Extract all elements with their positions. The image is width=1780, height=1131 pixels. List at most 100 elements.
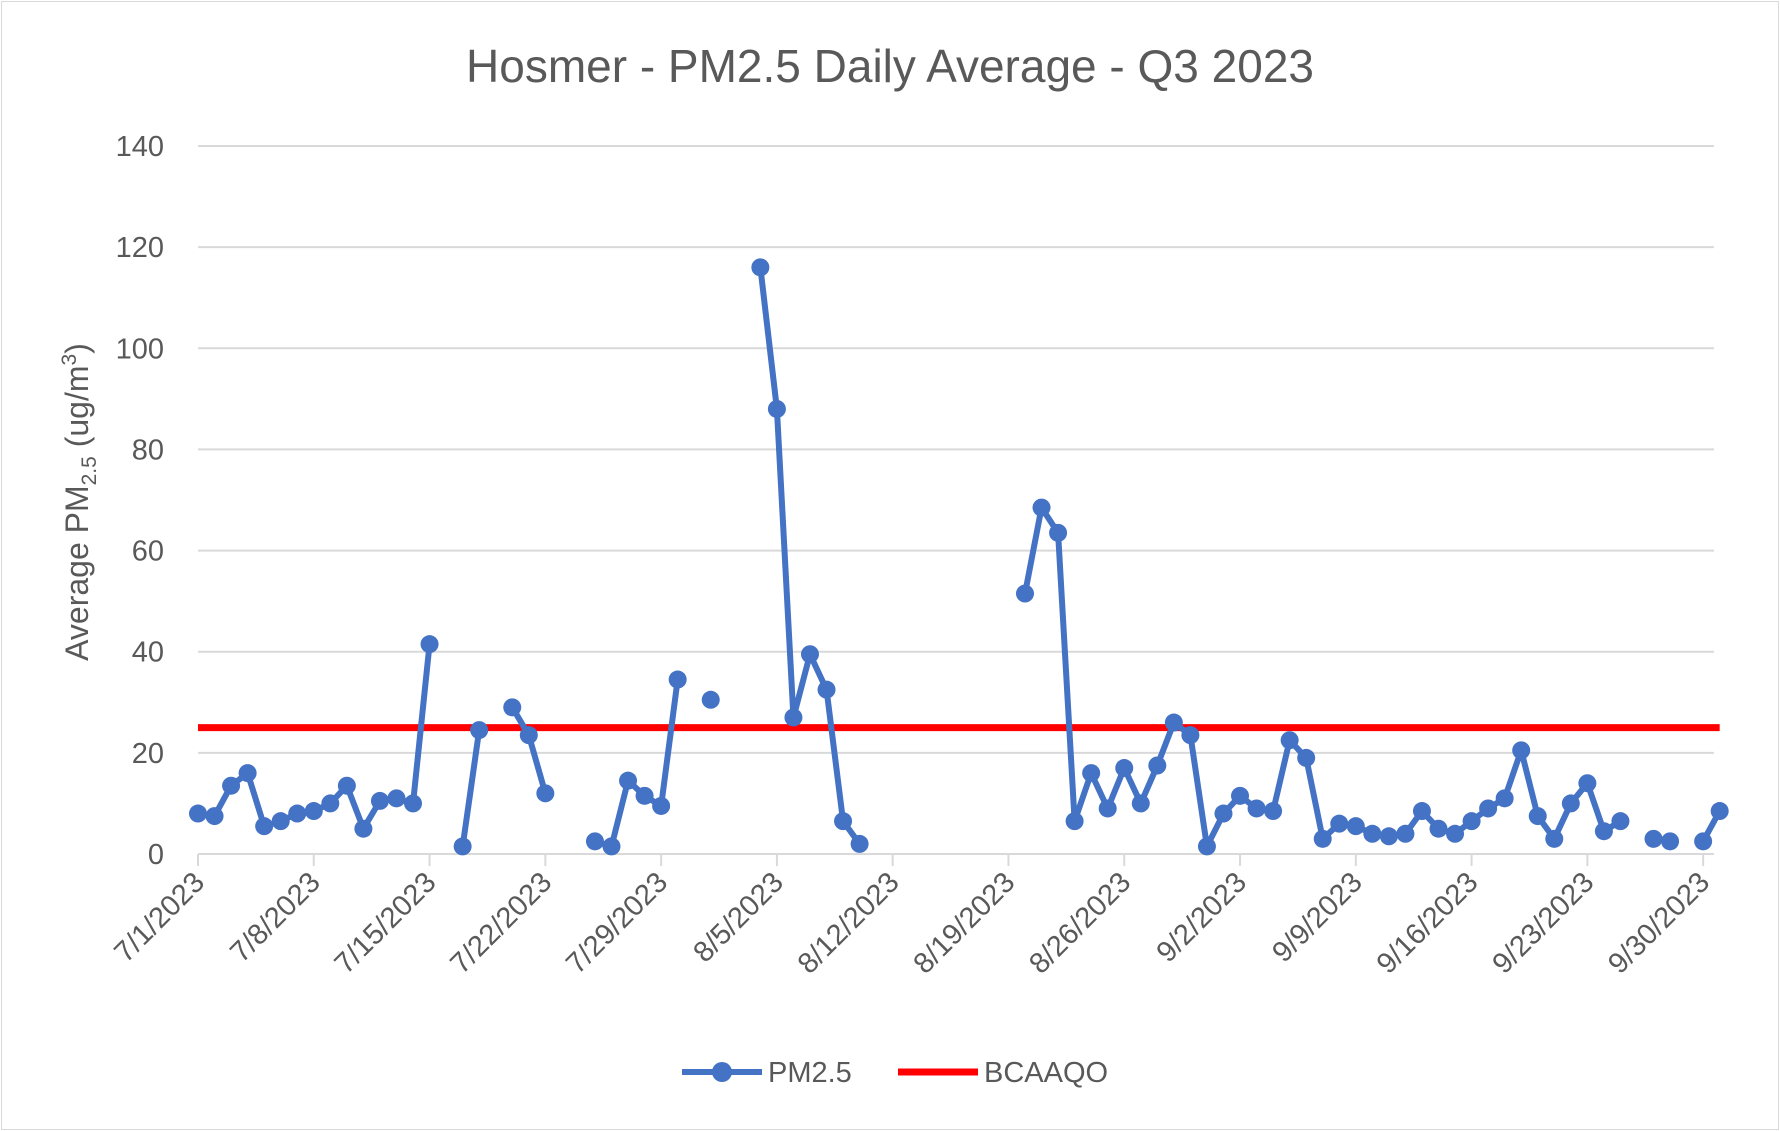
pm25-point <box>1264 802 1283 821</box>
pm25-point <box>602 837 621 856</box>
pm25-point <box>1412 802 1431 821</box>
x-tick-label: 8/26/2023 <box>1023 866 1137 980</box>
pm25-point <box>1016 584 1034 603</box>
x-axis: 7/1/2023 7/8/2023 7/15/2023 7/22/2023 7/29/2… <box>108 853 1716 980</box>
legend-pm25-marker <box>712 1062 732 1082</box>
pm25-point <box>519 726 538 745</box>
pm25-point <box>1065 812 1084 831</box>
pm25-point <box>1661 832 1680 851</box>
pm25-point <box>1379 827 1398 846</box>
y-axis-title: Average PM2.5 (ug/m3) <box>58 343 101 661</box>
series-layer <box>189 258 1729 856</box>
pm25-point <box>1197 837 1216 856</box>
pm25-point <box>304 802 323 821</box>
x-tick-label: 8/19/2023 <box>908 866 1022 980</box>
legend-bcaaqo-label: BCAAQO <box>984 1057 1108 1089</box>
pm25-point <box>238 764 257 783</box>
x-tick-label: 9/30/2023 <box>1602 866 1716 980</box>
pm25-point <box>1594 822 1613 841</box>
pm25-point <box>337 776 356 795</box>
pm25-point <box>189 804 207 823</box>
pm25-point <box>585 832 604 851</box>
pm25-point <box>1710 802 1729 821</box>
y-tick-label: 60 <box>132 536 164 568</box>
x-tick-label: 9/16/2023 <box>1371 866 1485 980</box>
pm25-point <box>1049 523 1068 542</box>
pm25-point <box>1611 812 1630 831</box>
y-axis-title-unit-open: (ug/m <box>59 365 95 456</box>
pm25-point <box>1346 817 1365 836</box>
y-axis-ticks: 0 20 40 60 80 100 120 140 <box>116 131 164 871</box>
x-tick-label: 9/2/2023 <box>1151 866 1253 968</box>
pm25-point <box>453 837 472 856</box>
pm25-point <box>1528 807 1547 826</box>
pm25-point <box>652 796 671 815</box>
pm25-point <box>321 794 340 813</box>
x-tick-label: 7/15/2023 <box>329 866 443 980</box>
pm25-point <box>1082 764 1101 783</box>
pm25-line-segment <box>594 679 681 850</box>
pm25-point <box>1098 799 1117 818</box>
pm25-point <box>1545 829 1564 848</box>
pm25-point <box>668 670 687 689</box>
legend-pm25-label: PM2.5 <box>768 1057 852 1089</box>
pm25-point <box>536 784 555 803</box>
pm25-point <box>354 819 373 838</box>
pm25-point <box>850 834 869 853</box>
pm25-point <box>1231 786 1250 805</box>
y-tick-label: 0 <box>148 839 164 871</box>
pm25-point <box>1396 824 1415 843</box>
pm25-point <box>800 645 819 664</box>
y-tick-label: 80 <box>132 434 164 466</box>
legend: PM2.5 BCAAQO <box>682 1057 1108 1089</box>
pm25-point <box>767 399 786 418</box>
y-axis-title-unit-close: ) <box>59 343 95 354</box>
gridlines <box>198 145 1714 754</box>
y-axis-title-prefix: Average PM <box>59 485 95 661</box>
pm25-line-segment <box>757 267 863 846</box>
pm25-point <box>1429 819 1448 838</box>
pm25-point <box>1446 824 1465 843</box>
pm25-point <box>503 698 522 717</box>
pm25-point <box>834 812 853 831</box>
pm25-point <box>271 812 290 831</box>
pm25-point <box>1462 812 1481 831</box>
pm25-point <box>1694 832 1713 851</box>
pm25-point <box>205 807 224 826</box>
y-tick-label: 140 <box>116 131 164 163</box>
pm25-point <box>404 794 423 813</box>
pm25-point <box>1512 741 1531 760</box>
pm25-point <box>1164 713 1183 732</box>
pm25-point <box>1214 804 1233 823</box>
pm25-point <box>1148 756 1167 775</box>
pm25-point <box>255 817 274 836</box>
pm25-point <box>1032 498 1051 517</box>
pm25-point <box>1330 814 1349 833</box>
x-tick-label: 7/29/2023 <box>560 866 674 980</box>
pm25-point <box>1297 748 1316 767</box>
y-axis-title-subscript: 2.5 <box>78 456 101 485</box>
x-tick-label: 8/12/2023 <box>792 866 906 980</box>
pm25-point <box>751 258 770 277</box>
pm25-point <box>222 776 241 795</box>
pm25-point <box>1479 799 1498 818</box>
x-tick-label: 8/5/2023 <box>687 866 789 968</box>
pm25-point <box>1495 789 1514 808</box>
x-tick-label: 7/8/2023 <box>224 866 326 968</box>
legend-item-pm25: PM2.5 <box>682 1057 852 1089</box>
y-tick-label: 120 <box>116 232 164 264</box>
pm25-point <box>1181 726 1200 745</box>
y-tick-label: 20 <box>132 738 164 770</box>
pm25-point <box>817 680 836 699</box>
pm25-line-segment <box>509 705 549 795</box>
pm25-line-segment <box>1022 504 1623 850</box>
y-tick-label: 100 <box>116 333 164 365</box>
x-tick-label: 9/9/2023 <box>1266 866 1368 968</box>
x-tick-label: 7/22/2023 <box>444 866 558 980</box>
pm25-line-segment <box>459 729 483 847</box>
legend-item-bcaaqo: BCAAQO <box>898 1057 1108 1089</box>
pm25-point <box>784 708 803 727</box>
pm25-point <box>701 690 720 709</box>
pm25-point <box>1313 829 1332 848</box>
